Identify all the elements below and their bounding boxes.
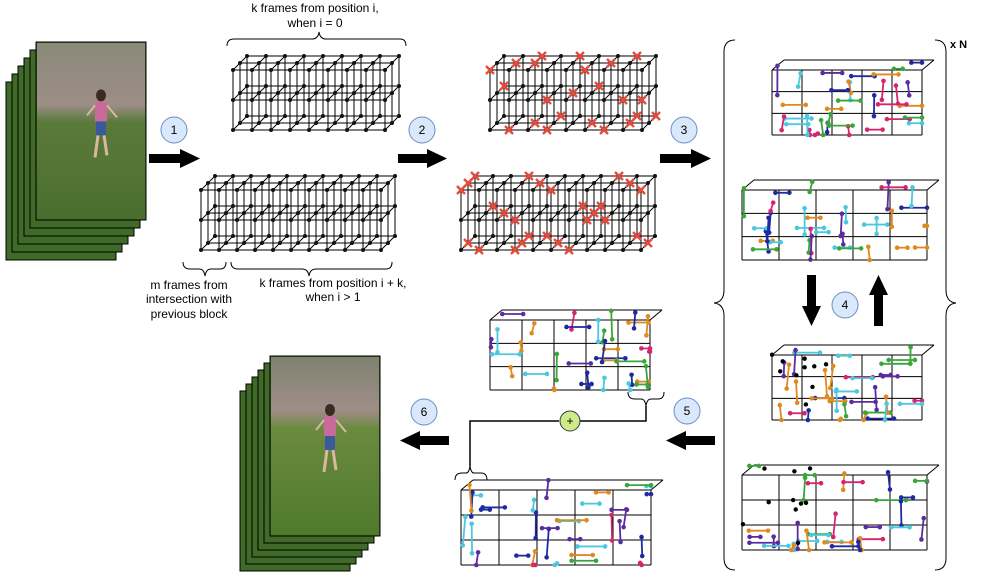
small-brace-5 xyxy=(627,391,665,407)
svg-text:1: 1 xyxy=(171,123,178,137)
top-brace xyxy=(226,31,407,47)
input-frame-stack xyxy=(5,41,147,261)
k-frames-label-1: k frames from position i + k, xyxy=(259,276,406,290)
m-frames-brace xyxy=(182,261,227,277)
arrow-2 xyxy=(398,149,447,168)
voxel-lattice xyxy=(485,51,661,135)
top-frames-label-1: k frames from position i, xyxy=(251,1,378,15)
plus-label: + xyxy=(566,414,573,428)
m-frames-label-1: m frames from xyxy=(150,278,227,292)
lattice-groups xyxy=(199,51,940,568)
arrow-3 xyxy=(660,149,711,168)
output-frame-stack xyxy=(239,355,381,572)
k-frames-brace xyxy=(230,261,393,277)
arrow-6 xyxy=(400,431,449,450)
arrow-4-down xyxy=(802,275,821,326)
big-left-bracket xyxy=(713,39,736,571)
superpixel-graph xyxy=(488,308,663,393)
arrow-5 xyxy=(666,431,715,450)
video-frame xyxy=(35,41,147,221)
step-4: 4 xyxy=(831,291,859,319)
text-labels: k frames from position i, when i = 0 m f… xyxy=(146,1,967,321)
m-frames-label-2: intersection with xyxy=(146,292,232,306)
svg-text:2: 2 xyxy=(419,123,426,137)
svg-text:5: 5 xyxy=(684,404,691,418)
voxel-lattice xyxy=(231,54,401,132)
merge-plus: + xyxy=(559,410,581,432)
small-brace-6 xyxy=(454,465,488,481)
svg-text:3: 3 xyxy=(681,123,688,137)
top-frames-label-2: when i = 0 xyxy=(286,16,342,30)
step-5: 5 xyxy=(673,397,701,425)
m-frames-label-3: previous block xyxy=(151,307,229,321)
svg-text:6: 6 xyxy=(421,405,428,419)
svg-text:4: 4 xyxy=(842,298,849,312)
voxel-lattice xyxy=(199,174,397,252)
step-1: 1 xyxy=(160,116,188,144)
superpixel-graph xyxy=(771,59,935,138)
big-right-bracket xyxy=(934,39,957,571)
superpixel-graph xyxy=(769,344,935,423)
step-markers: 1 2 3 4 5 6 xyxy=(160,116,859,426)
superpixel-graph xyxy=(460,477,664,568)
video-frame xyxy=(269,355,381,537)
voxel-lattice xyxy=(456,171,657,255)
step-6: 6 xyxy=(410,398,438,426)
superpixel-graph xyxy=(741,179,940,263)
step-3: 3 xyxy=(670,116,698,144)
arrow-1 xyxy=(149,149,200,168)
merge-connector xyxy=(469,406,647,466)
step-2: 2 xyxy=(408,116,436,144)
arrow-4-up xyxy=(869,275,888,326)
arrows xyxy=(149,149,888,450)
superpixel-graph xyxy=(740,463,940,553)
k-frames-label-2: when i > 1 xyxy=(304,290,360,304)
braces xyxy=(182,31,957,571)
repeat-label: x N xyxy=(950,39,967,51)
